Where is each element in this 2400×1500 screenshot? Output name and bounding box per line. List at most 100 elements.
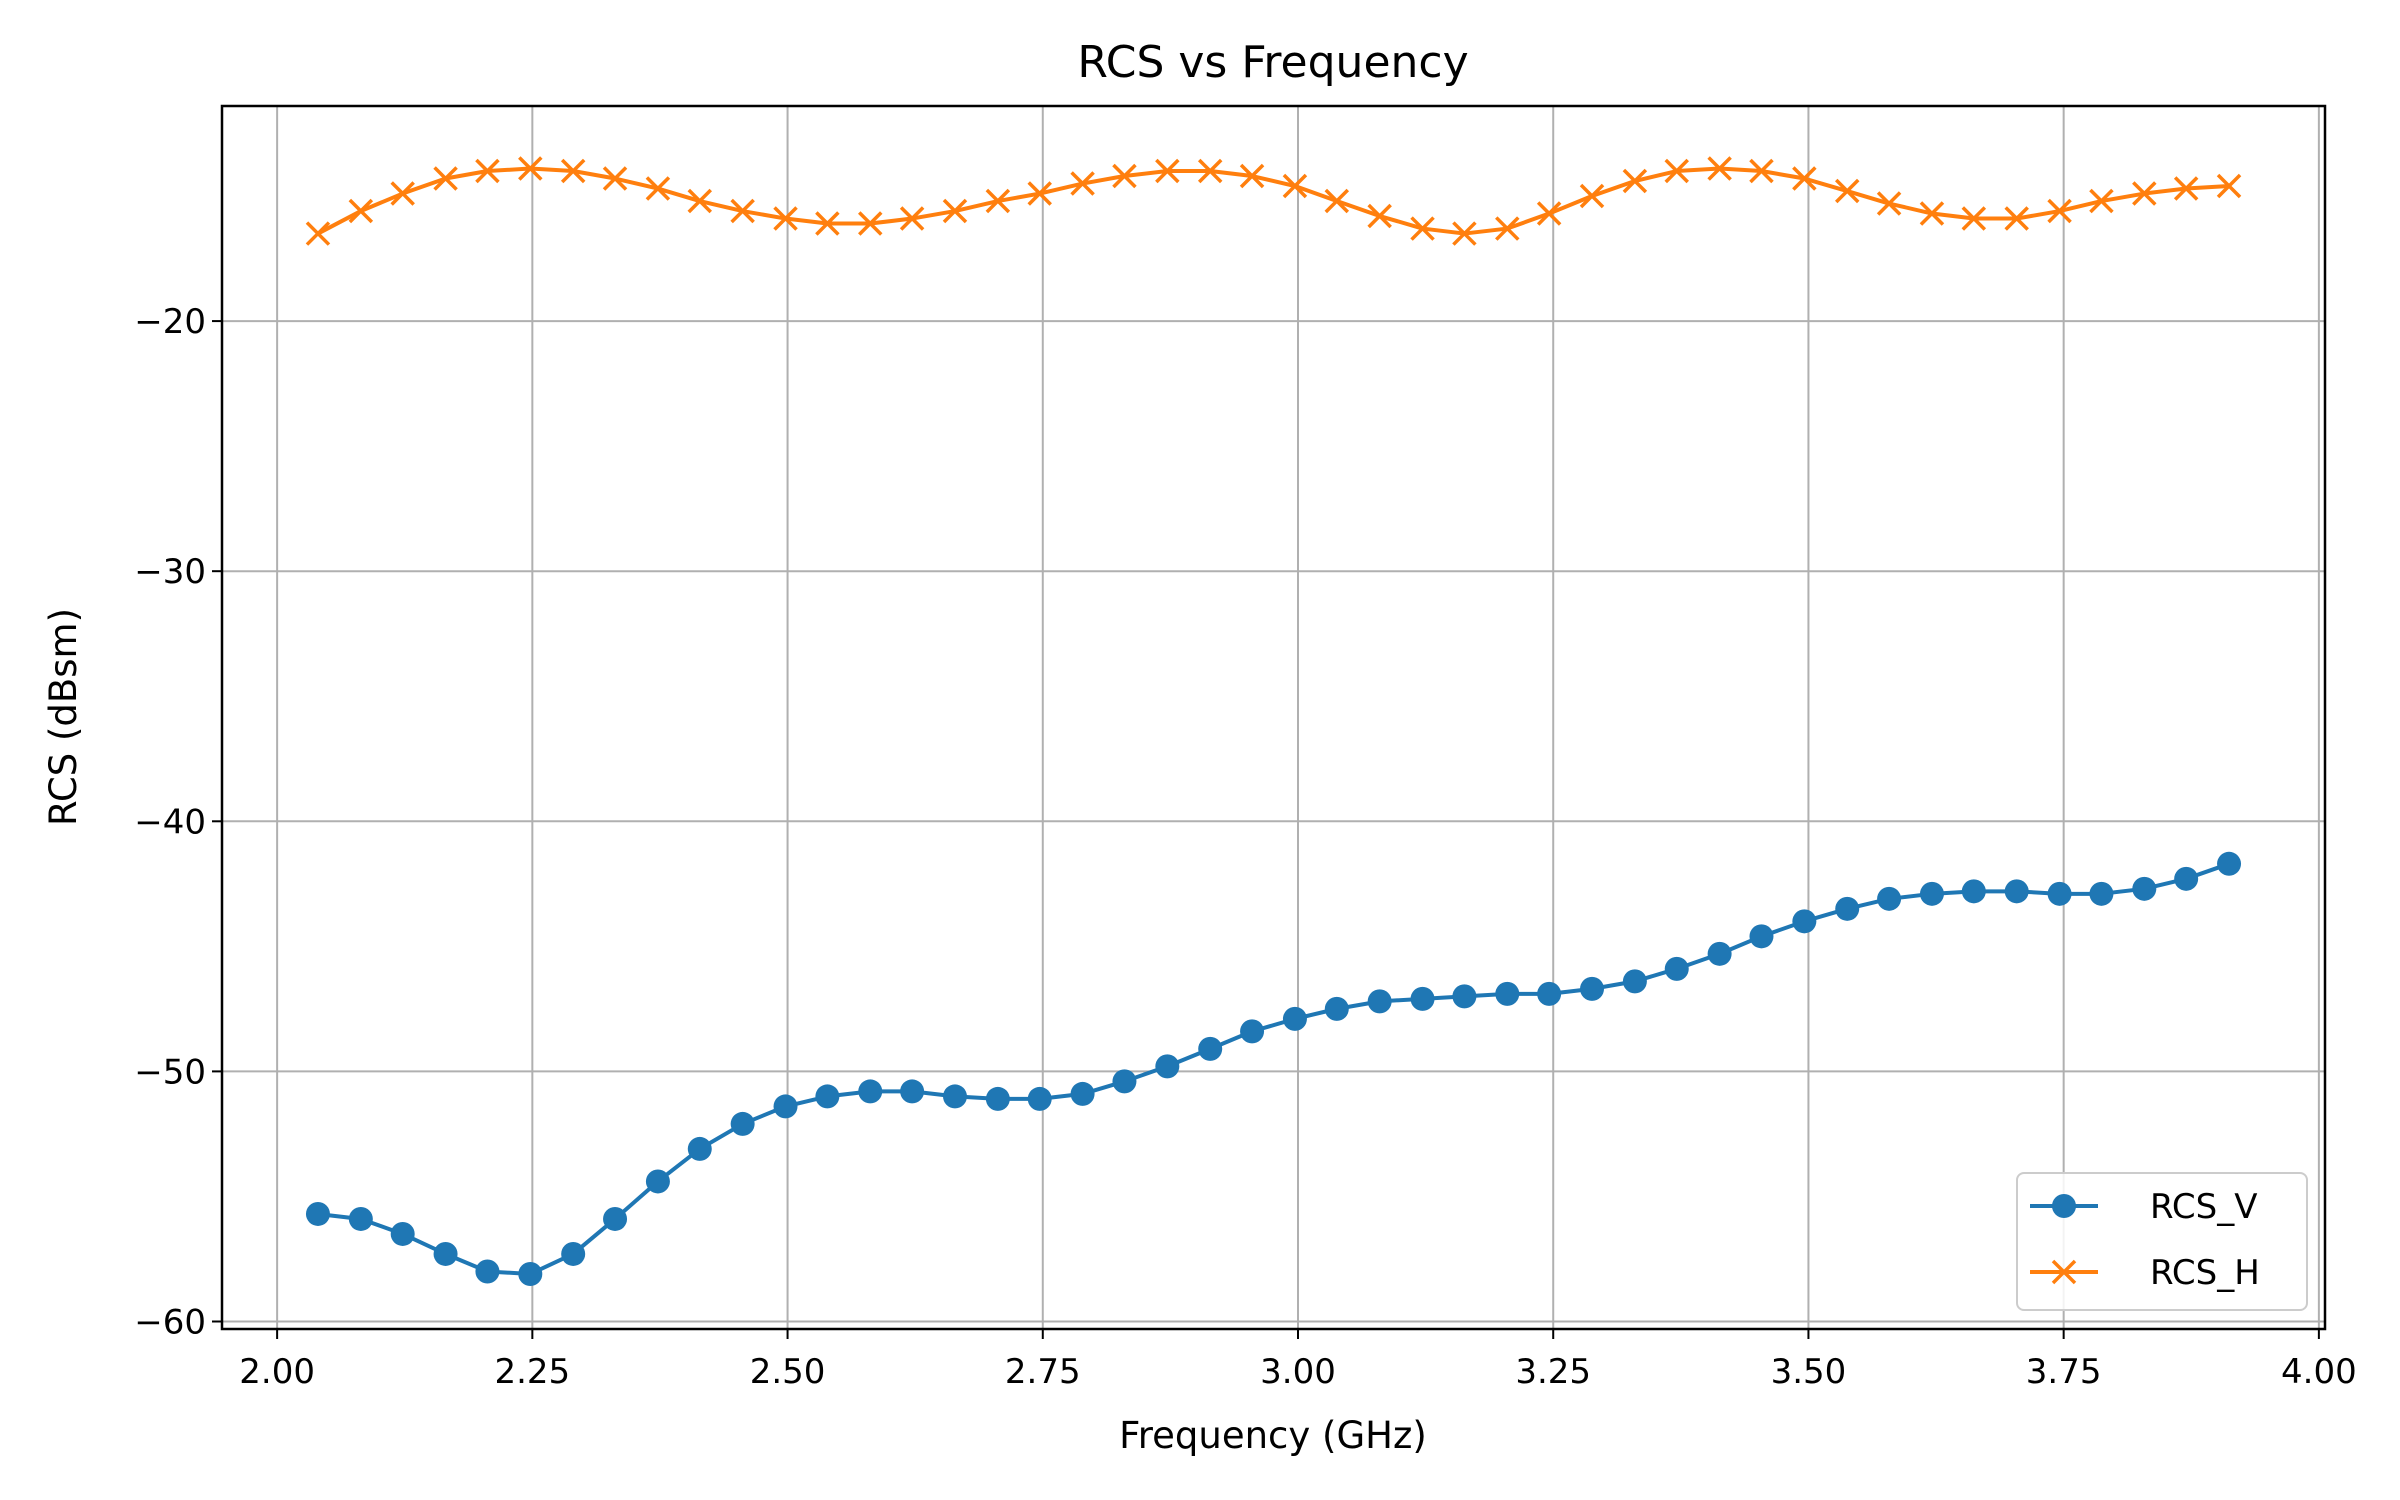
y-tick-label: −40 (134, 802, 206, 842)
grid (222, 106, 2325, 1329)
data-point-rcs-v (773, 1094, 798, 1119)
data-point-rcs-h (1792, 166, 1817, 191)
data-point-rcs-v (1112, 1069, 1137, 1094)
data-point-rcs-h (942, 198, 968, 224)
y-axis: −60 −50 −40 −30 −20 (134, 302, 222, 1342)
x-tick-label: 4.00 (2281, 1352, 2357, 1392)
data-point-rcs-v (2132, 876, 2157, 901)
data-point-rcs-h (1622, 168, 1648, 194)
data-point-rcs-h (1579, 183, 1605, 209)
data-point-rcs-v (1961, 879, 1986, 904)
data-point-rcs-v (858, 1079, 883, 1104)
data-point-rcs-h (1324, 188, 1350, 214)
y-tick-label: −50 (134, 1052, 206, 1092)
data-point-rcs-v (603, 1206, 628, 1231)
x-axis: 2.00 2.25 2.50 2.75 3.00 3.25 3.50 3.75 4.00 (239, 1329, 2357, 1392)
data-point-rcs-h (1155, 158, 1180, 184)
data-point-rcs-v (1070, 1081, 1095, 1106)
data-point-rcs-v (561, 1241, 586, 1266)
x-axis-label: Frequency (GHz) (1119, 1414, 1427, 1457)
data-point-rcs-h (475, 158, 500, 184)
y-tick-label: −20 (134, 302, 206, 342)
data-point-rcs-h (1749, 158, 1774, 184)
chart-title: RCS vs Frequency (1077, 37, 1468, 88)
data-point-rcs-v (2174, 866, 2199, 891)
data-point-rcs-h (1070, 171, 1095, 196)
data-point-rcs-h (518, 156, 543, 181)
data-point-rcs-v (942, 1084, 967, 1109)
data-point-rcs-v (1877, 886, 1902, 911)
data-point-rcs-h (1027, 181, 1052, 206)
data-point-rcs-h (2004, 206, 2029, 231)
data-point-rcs-v (2047, 881, 2072, 906)
x-tick-label: 2.50 (750, 1352, 826, 1392)
data-point-rcs-h (1197, 158, 1223, 184)
legend-label: RCS_V (2150, 1187, 2258, 1227)
data-point-rcs-v (900, 1079, 925, 1104)
data-point-rcs-v (1537, 981, 1562, 1006)
data-point-rcs-h (305, 221, 331, 246)
y-tick-label: −60 (134, 1302, 206, 1342)
x-tick-label: 2.00 (239, 1352, 315, 1392)
data-point-rcs-h (985, 188, 1011, 214)
series-rcs-v (305, 851, 2242, 1286)
data-point-rcs-v (1198, 1036, 1223, 1061)
data-point-rcs-h (1664, 158, 1689, 184)
data-point-rcs-h (348, 198, 374, 224)
x-tick-label: 3.75 (2026, 1352, 2102, 1392)
data-point-rcs-v (815, 1084, 840, 1109)
data-point-rcs-v (2089, 881, 2114, 906)
data-point-rcs-h (1536, 201, 1562, 226)
data-point-rcs-v (1792, 909, 1817, 934)
data-point-rcs-h (1112, 163, 1137, 189)
data-point-rcs-h (1495, 216, 1520, 241)
data-point-rcs-h (2216, 173, 2242, 199)
data-point-rcs-v (1580, 976, 1605, 1001)
legend-marker (2052, 1194, 2076, 1218)
data-point-rcs-v (1282, 1006, 1307, 1031)
data-point-rcs-h (602, 166, 628, 191)
data-point-rcs-v (1155, 1054, 1180, 1079)
series-layer (305, 156, 2242, 1286)
data-point-rcs-v (1027, 1086, 1052, 1111)
data-point-rcs-h (730, 198, 755, 224)
data-point-rcs-h (773, 206, 798, 231)
data-point-rcs-h (1452, 221, 1477, 246)
data-point-rcs-h (560, 158, 586, 184)
data-point-rcs-h (687, 188, 713, 214)
data-point-rcs-h (815, 211, 840, 236)
data-point-rcs-v (1919, 881, 1944, 906)
x-tick-label: 3.00 (1260, 1352, 1336, 1392)
y-tick-label: −30 (134, 552, 206, 592)
y-axis-label: RCS (dBsm) (42, 608, 85, 826)
data-point-rcs-h (1707, 156, 1732, 181)
data-point-rcs-v (645, 1169, 670, 1194)
data-point-rcs-h (390, 181, 415, 206)
data-point-rcs-v (1707, 941, 1732, 966)
data-point-rcs-h (2089, 188, 2114, 214)
series-rcs-h (305, 156, 2242, 246)
x-tick-label: 3.50 (1771, 1352, 1847, 1392)
data-point-rcs-h (1876, 191, 1902, 216)
data-point-rcs-h (2047, 198, 2072, 224)
legend-item-rcs-h: RCS_H (2030, 1253, 2260, 1293)
legend-item-rcs-v: RCS_V (2030, 1187, 2258, 1227)
legend: RCS_V RCS_H (2016, 1172, 2308, 1311)
data-point-rcs-v (475, 1259, 500, 1284)
data-point-rcs-h (858, 211, 883, 236)
data-point-rcs-h (2173, 176, 2199, 201)
data-point-rcs-v (305, 1201, 330, 1226)
data-point-rcs-h (1239, 163, 1265, 189)
data-point-rcs-v (1664, 956, 1689, 981)
data-point-rcs-v (687, 1136, 712, 1161)
data-point-rcs-h (433, 166, 458, 191)
data-point-rcs-h (1410, 216, 1435, 241)
data-point-rcs-v (2004, 879, 2029, 904)
data-point-rcs-h (899, 206, 925, 231)
data-point-rcs-v (518, 1261, 543, 1286)
data-point-rcs-h (1919, 201, 1945, 226)
data-point-rcs-v (1452, 984, 1477, 1009)
data-point-rcs-h (1282, 173, 1308, 199)
data-point-rcs-v (1749, 924, 1774, 949)
